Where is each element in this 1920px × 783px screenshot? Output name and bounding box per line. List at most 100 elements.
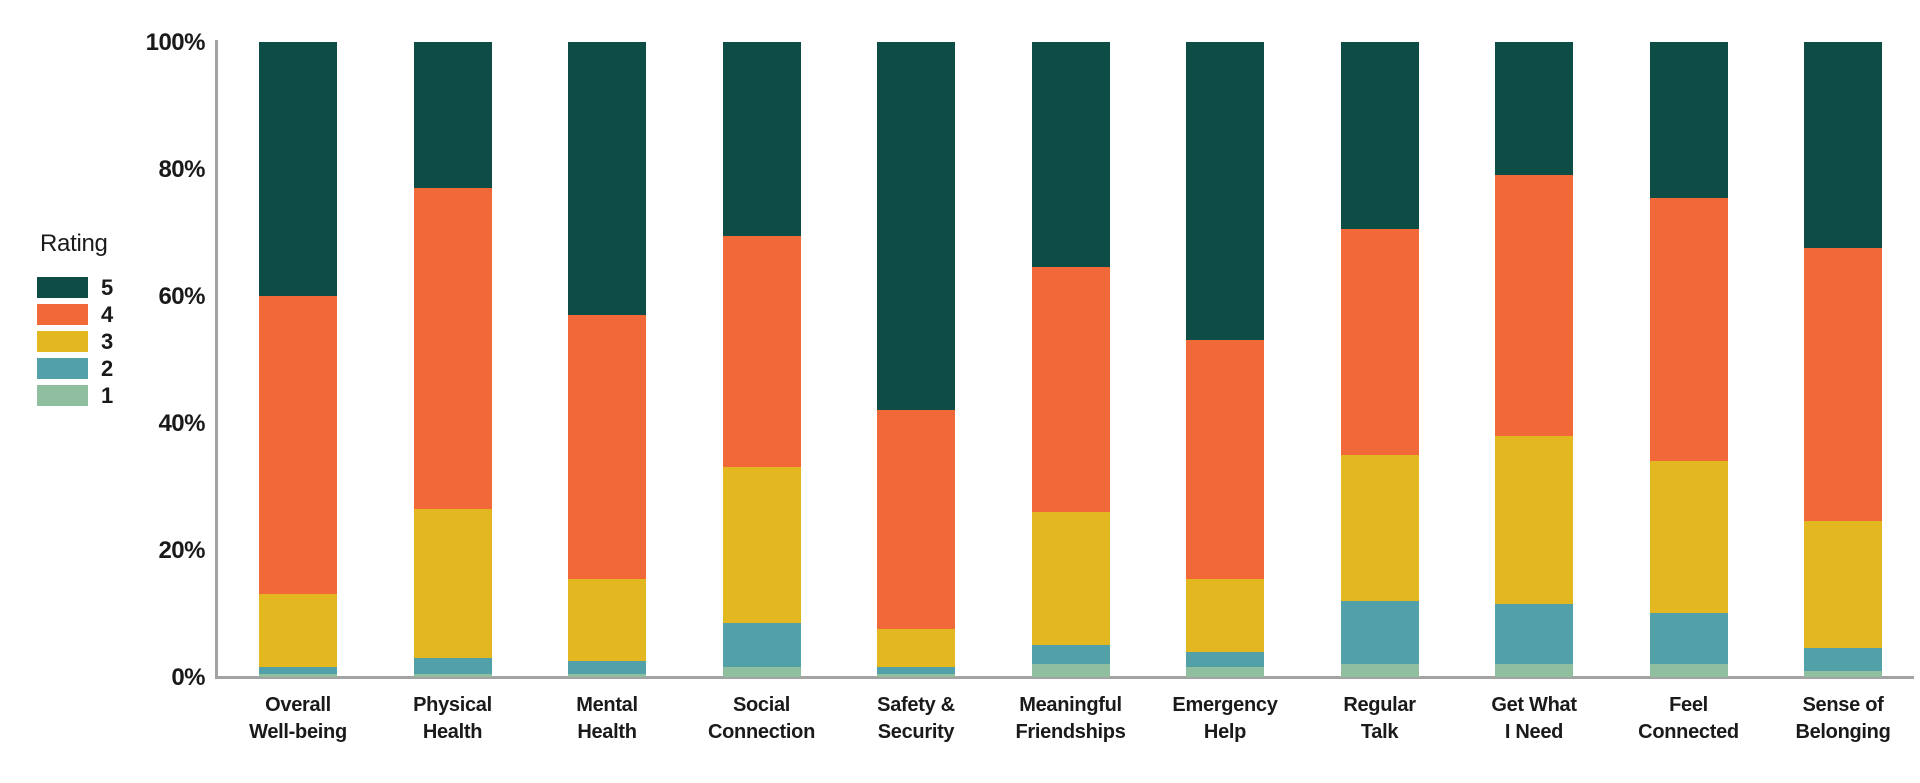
y-tick-label: 100% [145, 29, 206, 56]
y-tick-label: 60% [158, 283, 205, 310]
bar-segment-rating-4 [877, 410, 955, 630]
y-axis-line [215, 40, 218, 679]
bar-segment-rating-1 [259, 673, 337, 677]
category-label: Mental Health [576, 694, 638, 743]
bar-segment-rating-1 [1804, 670, 1882, 677]
category-label: Overall Well-being [249, 694, 347, 743]
category-label: Meaningful Friendships [1015, 694, 1126, 743]
legend-label: 3 [101, 328, 113, 354]
bar-segment-rating-2 [1186, 651, 1264, 668]
bar-segment-rating-3 [259, 594, 337, 668]
y-tick-label: 40% [158, 410, 205, 437]
legend-swatch-icon [37, 304, 88, 325]
bar-segment-rating-2 [413, 657, 492, 674]
bar-segment-rating-4 [259, 296, 337, 595]
legend-label: 5 [101, 274, 113, 300]
bar-segment-rating-4 [413, 188, 492, 509]
bar-segment-rating-1 [413, 673, 492, 677]
bar-segment-rating-3 [722, 467, 801, 623]
y-tick-label: 80% [158, 156, 205, 183]
bar-segment-rating-4 [568, 315, 646, 579]
category-label: Regular Talk [1343, 694, 1416, 743]
bar-segment-rating-1 [877, 673, 955, 677]
bar-segment-rating-2 [1031, 645, 1110, 665]
bar-segment-rating-5 [259, 42, 337, 296]
bar-segment-rating-1 [1031, 664, 1110, 677]
bar-segment-rating-5 [1031, 42, 1110, 268]
legend-label: 1 [101, 382, 113, 408]
bar-segment-rating-3 [1031, 511, 1110, 646]
bar-segment-rating-2 [1649, 613, 1728, 665]
bar-meaningful-friendships [1031, 42, 1110, 677]
bar-regular-talk [1340, 42, 1419, 677]
bar-segment-rating-4 [1186, 340, 1264, 579]
bar-segment-rating-5 [1340, 42, 1419, 230]
y-tick-label: 20% [158, 537, 205, 564]
category-label: Sense of Belonging [1795, 694, 1891, 743]
bar-segment-rating-2 [1495, 603, 1573, 665]
legend-label: 4 [101, 301, 113, 327]
legend-title: Rating [40, 230, 108, 257]
bar-segment-rating-1 [722, 667, 801, 677]
bar-segment-rating-3 [1186, 578, 1264, 652]
category-label: Social Connection [708, 694, 815, 743]
legend-item-rating-3: 3 [37, 328, 113, 354]
bar-segment-rating-4 [1031, 267, 1110, 512]
bar-safety-security [877, 42, 955, 677]
bar-feel-connected [1649, 42, 1728, 677]
bar-segment-rating-5 [1649, 42, 1728, 198]
bar-mental-health [568, 42, 646, 677]
legend-swatch-icon [37, 331, 88, 352]
category-label: Feel Connected [1638, 694, 1739, 743]
bar-segment-rating-2 [259, 667, 337, 674]
bar-overall-well-being [259, 42, 337, 677]
category-label: Get What I Need [1491, 694, 1577, 743]
bar-segment-rating-1 [1340, 664, 1419, 677]
bar-segment-rating-1 [1186, 667, 1264, 677]
legend-item-rating-1: 1 [37, 382, 113, 408]
bar-segment-rating-1 [568, 673, 646, 677]
bar-segment-rating-4 [1804, 248, 1882, 522]
legend-label: 2 [101, 355, 113, 381]
legend-item-rating-2: 2 [37, 355, 113, 381]
bar-segment-rating-3 [877, 629, 955, 668]
bar-social-connection [722, 42, 801, 677]
legend-swatch-icon [37, 358, 88, 379]
x-axis-line [215, 676, 1914, 679]
legend-item-rating-5: 5 [37, 274, 113, 300]
bar-segment-rating-5 [1804, 42, 1882, 249]
legend-swatch-icon [37, 385, 88, 406]
bar-segment-rating-1 [1495, 664, 1573, 677]
bar-segment-rating-4 [1649, 197, 1728, 462]
bar-segment-rating-3 [1340, 454, 1419, 601]
bar-segment-rating-4 [1340, 229, 1419, 455]
bar-segment-rating-2 [722, 623, 801, 668]
bar-segment-rating-5 [568, 42, 646, 316]
bar-segment-rating-5 [722, 42, 801, 236]
y-tick-label: 0% [171, 664, 205, 691]
bar-segment-rating-5 [1495, 42, 1573, 176]
bar-physical-health [413, 42, 492, 677]
bar-segment-rating-5 [1186, 42, 1264, 341]
category-label: Emergency Help [1172, 694, 1278, 743]
bar-segment-rating-4 [722, 235, 801, 468]
bar-segment-rating-3 [1649, 461, 1728, 614]
bar-segment-rating-5 [877, 42, 955, 411]
legend-item-rating-4: 4 [37, 301, 113, 327]
bar-segment-rating-5 [413, 42, 492, 189]
bar-sense-of-belonging [1804, 42, 1882, 677]
bar-segment-rating-2 [877, 667, 955, 674]
legend-swatch-icon [37, 277, 88, 298]
bar-get-what-i-need [1495, 42, 1573, 677]
bar-segment-rating-2 [568, 661, 646, 674]
bar-segment-rating-2 [1804, 648, 1882, 671]
bar-segment-rating-3 [1804, 521, 1882, 649]
category-label: Physical Health [413, 694, 492, 743]
category-label: Safety & Security [877, 694, 955, 743]
bar-emergency-help [1186, 42, 1264, 677]
bar-segment-rating-3 [1495, 435, 1573, 604]
